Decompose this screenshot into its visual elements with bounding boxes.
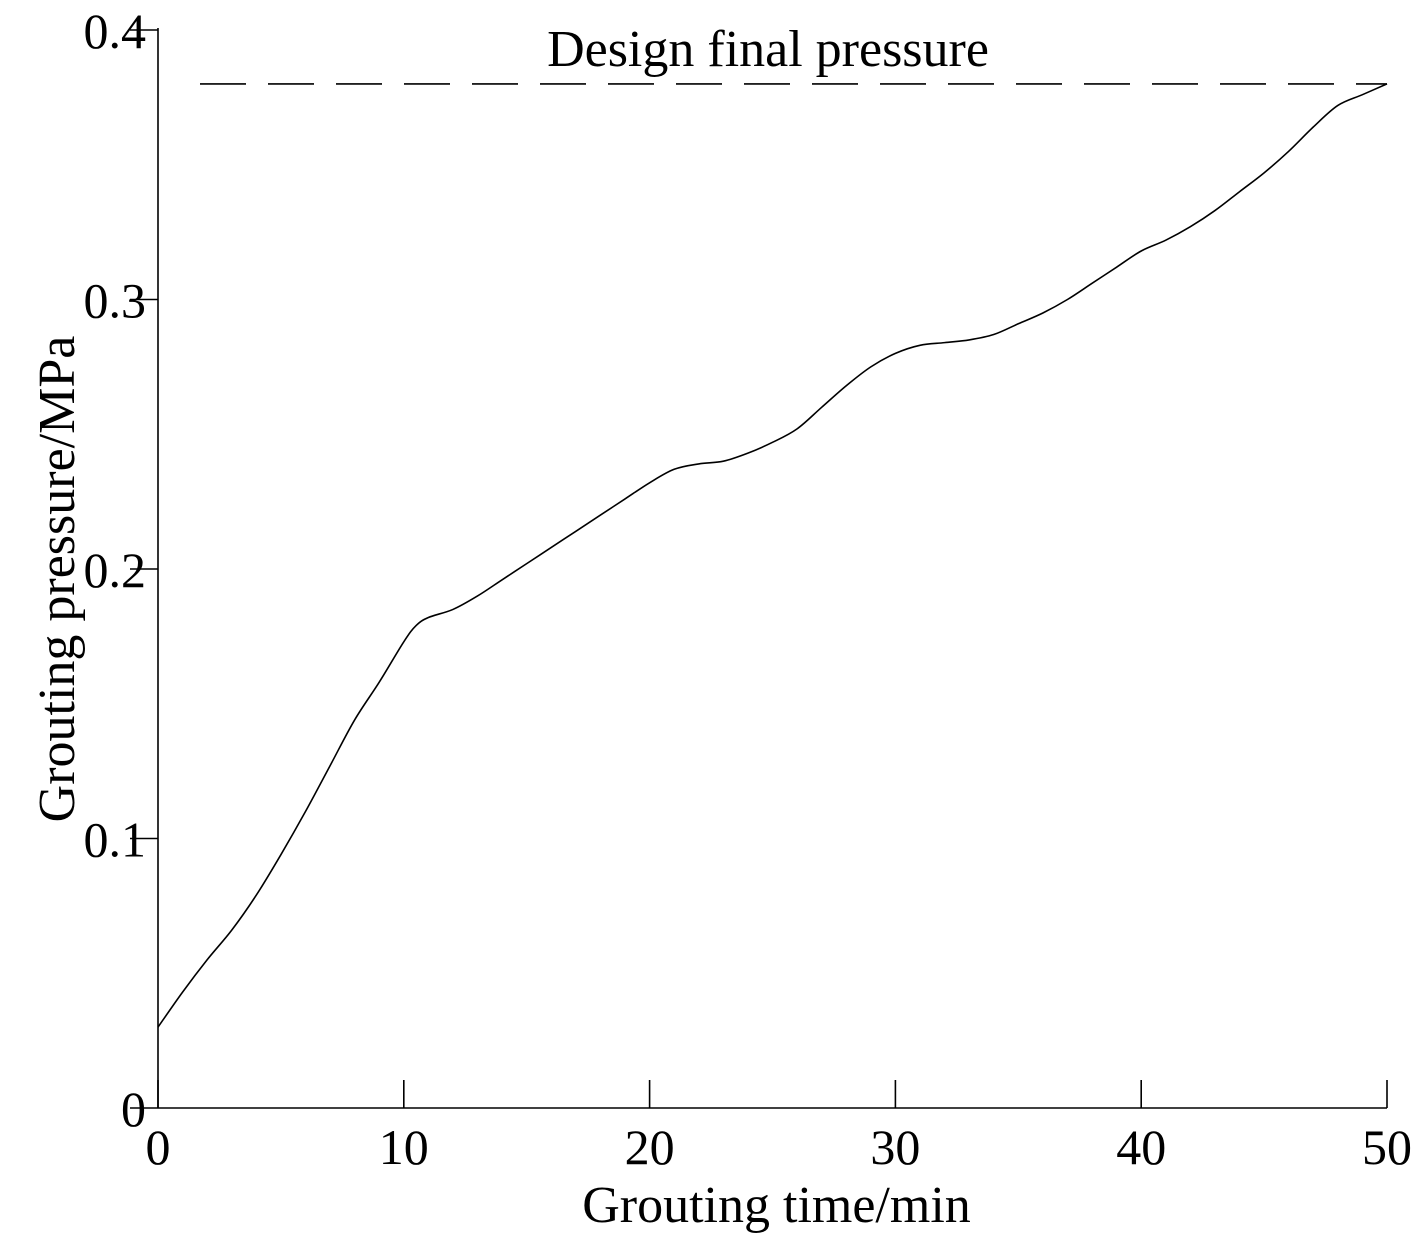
y-tick-label-0: 0 (121, 1081, 146, 1137)
pressure-curve (157, 83, 1388, 1028)
y-tick-label-0.2: 0.2 (84, 542, 147, 598)
y-tick-label-0.4: 0.4 (84, 3, 147, 59)
x-tick-label-30: 30 (870, 1119, 920, 1175)
x-tick-label-20: 20 (625, 1119, 675, 1175)
y-axis-label: Grouting pressure/MPa (29, 336, 86, 823)
y-tick-label-0.1: 0.1 (84, 812, 147, 868)
x-axis-label: Grouting time/min (582, 1177, 971, 1234)
tick-labels: 0 10 20 30 40 50 0 0.1 0.2 0.3 0.4 (84, 3, 1413, 1175)
axes (157, 28, 1387, 1109)
x-tick-label-50: 50 (1362, 1119, 1412, 1175)
x-tick-label-10: 10 (379, 1119, 429, 1175)
x-tick-label-0: 0 (146, 1119, 171, 1175)
x-tick-label-40: 40 (1116, 1119, 1166, 1175)
y-tick-label-0.3: 0.3 (84, 273, 147, 329)
ticks (130, 29, 1388, 1109)
design-final-pressure-label: Design final pressure (547, 21, 989, 78)
